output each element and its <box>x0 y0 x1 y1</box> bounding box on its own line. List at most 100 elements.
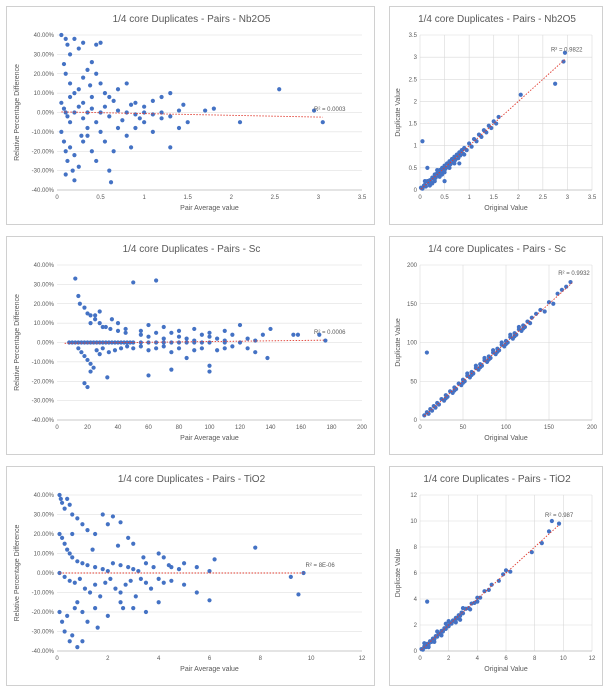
data-point <box>156 551 161 556</box>
data-point <box>486 357 491 362</box>
data-point <box>141 555 146 560</box>
data-point <box>556 521 562 526</box>
x-tick-label: 150 <box>544 425 555 431</box>
x-tick-label: 12 <box>359 656 366 662</box>
y-tick-label: -40.00% <box>32 649 55 655</box>
x-tick-label: 180 <box>326 425 337 431</box>
data-point <box>215 336 220 341</box>
data-point <box>503 341 509 347</box>
data-point <box>194 590 199 595</box>
data-point <box>245 346 250 351</box>
data-point <box>446 619 451 624</box>
data-point <box>161 344 166 349</box>
data-point <box>103 324 108 330</box>
trendline <box>421 524 560 651</box>
data-point <box>85 619 90 624</box>
data-point <box>90 547 95 552</box>
data-point <box>94 340 99 345</box>
x-tick-label: 120 <box>235 425 246 431</box>
data-point <box>82 586 88 591</box>
data-point <box>426 411 431 416</box>
data-point <box>76 293 81 299</box>
data-point <box>97 321 102 326</box>
data-point <box>105 568 110 574</box>
data-point <box>478 365 483 370</box>
data-point <box>123 330 128 335</box>
data-point <box>207 330 212 335</box>
r-squared-label: R² = 0.9822 <box>551 47 583 53</box>
x-tick-label: 6 <box>504 656 508 662</box>
x-axis-label: Original Value <box>484 435 528 442</box>
data-point <box>67 502 72 507</box>
data-point <box>146 373 151 378</box>
data-point <box>468 607 473 612</box>
data-point <box>123 582 128 587</box>
data-point <box>146 322 151 328</box>
data-point <box>426 645 431 650</box>
data-point <box>59 535 65 540</box>
data-point <box>62 541 67 546</box>
x-tick-label: 0 <box>418 425 422 431</box>
data-point <box>137 116 142 121</box>
y-tick-label: 12 <box>410 493 417 499</box>
data-point <box>79 350 84 355</box>
chart-title: 1/4 core Duplicates - Pairs - Sc <box>428 244 566 255</box>
x-tick-label: 20 <box>84 425 91 431</box>
x-tick-label: 0.5 <box>440 195 449 201</box>
data-point <box>176 334 182 339</box>
data-point <box>482 589 487 594</box>
data-point <box>452 161 457 166</box>
data-point <box>457 161 462 166</box>
data-point <box>93 606 98 611</box>
data-point <box>118 346 124 351</box>
data-point <box>192 326 197 332</box>
data-point <box>562 50 568 55</box>
data-point <box>230 332 235 337</box>
y-tick-label: -30.00% <box>32 399 55 405</box>
data-point <box>112 348 118 353</box>
data-point <box>422 413 427 418</box>
y-tick-label: -10.00% <box>32 360 55 366</box>
x-tick-label: 2 <box>447 656 451 662</box>
y-tick-label: 10.00% <box>34 321 55 327</box>
data-point <box>176 567 182 572</box>
y-axis-label: Relative Percentage Difference <box>14 64 21 161</box>
data-point <box>88 321 93 326</box>
data-point <box>67 551 72 556</box>
x-tick-label: 4 <box>476 656 480 662</box>
data-point <box>169 350 174 355</box>
data-point <box>108 326 113 332</box>
data-point <box>142 104 147 109</box>
data-point <box>62 506 67 511</box>
data-point <box>546 300 552 305</box>
data-point <box>194 565 199 570</box>
data-point <box>131 346 136 351</box>
data-point <box>503 568 509 573</box>
data-point <box>156 600 161 605</box>
data-point <box>105 522 110 527</box>
data-point <box>124 133 129 138</box>
data-point <box>70 168 75 173</box>
data-point <box>63 36 68 41</box>
data-point <box>77 576 82 581</box>
data-point <box>57 492 62 498</box>
data-point <box>465 371 470 376</box>
data-point <box>70 512 75 517</box>
data-point <box>57 531 62 537</box>
data-point <box>150 98 155 103</box>
x-tick-label: 1.5 <box>490 195 499 201</box>
data-point <box>57 609 62 615</box>
data-point <box>146 348 151 353</box>
x-tick-label: 2 <box>230 195 234 201</box>
data-point <box>122 340 127 345</box>
chart-svg: 1/4 core Duplicates - Pairs - Sc 0 50 100 15… <box>395 244 598 442</box>
data-point <box>148 586 154 591</box>
data-point <box>150 129 155 134</box>
data-point <box>62 574 67 579</box>
data-point <box>143 561 149 566</box>
data-point <box>94 348 99 353</box>
data-point <box>423 184 428 189</box>
x-tick-label: 3.5 <box>358 195 367 201</box>
data-point <box>169 340 174 345</box>
data-point <box>79 340 84 345</box>
